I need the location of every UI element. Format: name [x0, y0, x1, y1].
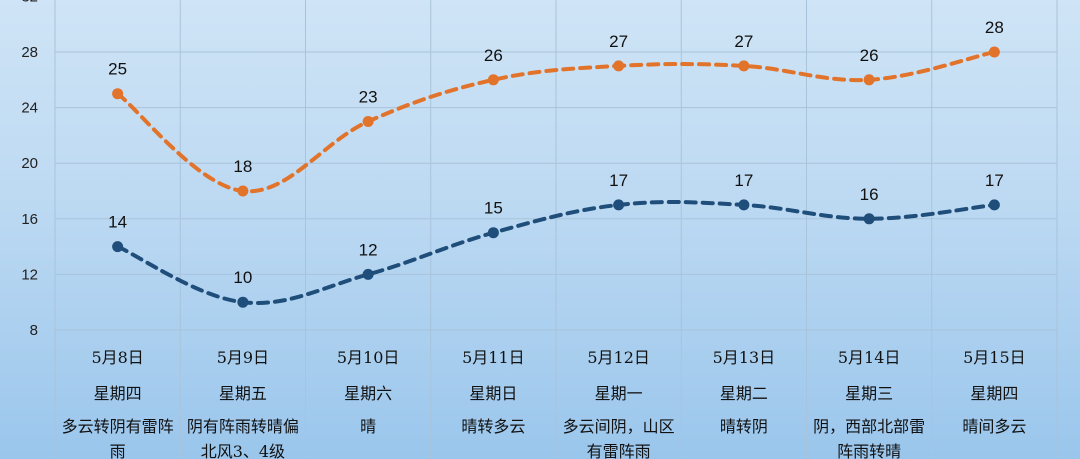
- y-tick-label: 8: [30, 322, 38, 339]
- high-temp-label: 23: [359, 88, 378, 107]
- y-tick-label: 16: [21, 211, 38, 228]
- high-temp-point: [738, 60, 750, 72]
- day-weekday: 星期二: [719, 384, 768, 403]
- day-weather: 阴，西部北部雷阵雨转晴: [813, 417, 926, 459]
- y-tick-label: 24: [21, 100, 38, 117]
- day-column: 5月10日 星期六 晴: [306, 330, 431, 459]
- low-temp-point: [988, 199, 1000, 211]
- y-axis-ticks: 8 12 16 20 24 28 32: [21, 0, 38, 339]
- day-weather: 阴有阵雨转晴偏北风3、4级: [186, 417, 299, 459]
- low-temp-label: 10: [233, 268, 252, 287]
- day-weekday: 星期六: [344, 384, 393, 403]
- low-temp-point: [362, 268, 374, 280]
- grid-lines: [54, 0, 1058, 459]
- day-weekday: 星期四: [970, 384, 1019, 403]
- low-temp-label: 15: [484, 199, 503, 218]
- low-temp-point: [487, 227, 499, 239]
- low-temp-label: 17: [985, 171, 1004, 190]
- high-temp-point: [613, 60, 625, 72]
- day-date: 5月11日: [462, 348, 525, 367]
- low-temp-point: [237, 296, 249, 308]
- y-tick-label: 12: [21, 266, 38, 283]
- high-temp-line: [115, 50, 997, 194]
- day-weather: 多云间阴，山区有雷阵雨: [562, 417, 675, 459]
- day-date: 5月15日: [963, 348, 1026, 367]
- low-temp-point: [613, 199, 625, 211]
- day-weekday: 星期五: [218, 384, 267, 403]
- y-tick-label: 20: [21, 155, 38, 172]
- high-temp-point: [362, 116, 374, 127]
- day-column: 5月9日 星期五 阴有阵雨转晴偏北风3、4级: [180, 330, 305, 459]
- day-weather: 晴转阴: [719, 417, 768, 436]
- day-date: 5月10日: [336, 348, 400, 367]
- day-column: 5月12日 星期一 多云间阴，山区有雷阵雨: [556, 330, 681, 459]
- high-temp-label: 27: [609, 32, 628, 51]
- day-column: 5月8日 星期四 多云转阴有雷阵雨: [55, 330, 180, 459]
- day-weather: 多云转阴有雷阵雨: [61, 417, 174, 459]
- y-tick-label: 28: [21, 44, 38, 61]
- high-temp-label: 18: [233, 157, 252, 176]
- low-temp-label: 17: [609, 171, 628, 190]
- high-temp-point: [237, 185, 249, 197]
- high-temp-label: 26: [484, 46, 503, 65]
- high-temp-label: 25: [108, 60, 127, 79]
- high-temp-label: 28: [985, 18, 1004, 37]
- day-column: 5月13日 星期二 晴转阴: [681, 330, 806, 459]
- day-date: 5月13日: [712, 348, 776, 367]
- day-weather: 晴转多云: [461, 417, 526, 436]
- high-temp-label: 27: [734, 32, 753, 51]
- low-temp-label: 14: [108, 213, 127, 232]
- day-weekday: 星期四: [93, 384, 142, 403]
- high-temp-point: [112, 88, 124, 100]
- low-temp-label: 12: [359, 240, 378, 259]
- data-labels: 25 18 23 26 27 27 26 28 14 10 12 15 17 17 16 17: [108, 18, 1004, 287]
- day-weather: 晴: [360, 417, 377, 436]
- day-column: 5月11日 星期日 晴转多云: [431, 330, 556, 459]
- high-temp-point: [863, 74, 875, 86]
- day-column: 5月15日 星期四 晴间多云: [932, 330, 1057, 459]
- day-date: 5月9日: [216, 348, 270, 367]
- high-temp-point: [988, 46, 1000, 58]
- day-date: 5月8日: [91, 348, 144, 367]
- low-temp-label: 16: [860, 185, 879, 204]
- day-column: 5月14日 星期三 阴，西部北部雷阵雨转晴: [807, 330, 932, 459]
- series-lines: [112, 46, 1000, 308]
- low-temp-point: [863, 213, 875, 225]
- low-temp-point: [112, 241, 124, 253]
- day-date: 5月12日: [587, 348, 650, 367]
- day-date: 5月14日: [837, 348, 901, 367]
- high-temp-label: 26: [860, 46, 879, 65]
- low-temp-label: 17: [734, 171, 753, 190]
- day-weekday: 星期日: [469, 384, 518, 403]
- day-weekday: 星期一: [594, 384, 643, 403]
- high-temp-point: [487, 74, 499, 86]
- low-temp-line: [115, 200, 997, 305]
- y-tick-label: 32: [21, 0, 38, 5]
- day-weather: 晴间多云: [962, 417, 1027, 436]
- day-weekday: 星期三: [845, 384, 894, 403]
- low-temp-point: [738, 199, 750, 211]
